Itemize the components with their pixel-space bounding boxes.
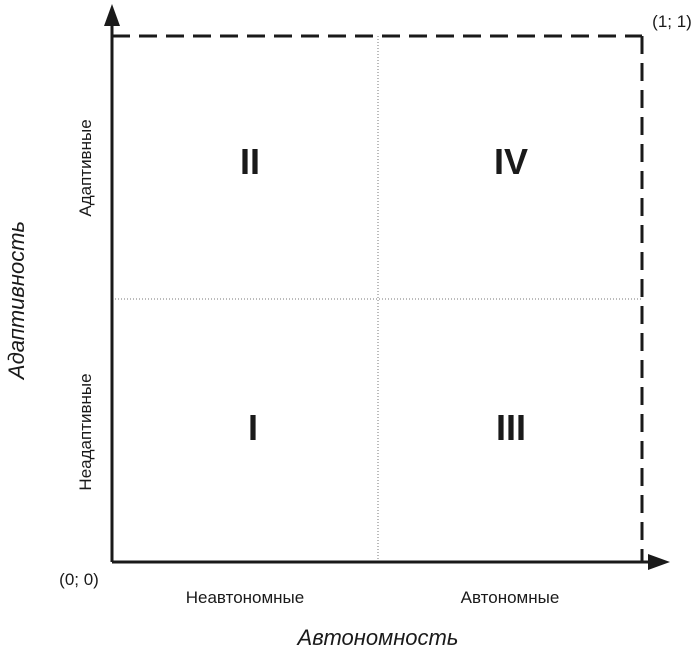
x-axis-title: Автономность <box>296 625 459 650</box>
origin-label: (0; 0) <box>59 570 99 589</box>
quadrant-top-left-label: II <box>240 141 260 182</box>
y-category-adaptive: Адаптивные <box>76 119 95 216</box>
y-axis-arrow <box>104 4 120 26</box>
quadrant-bottom-left-label: I <box>248 407 258 448</box>
x-category-autonomous: Автономные <box>461 588 560 607</box>
corner-label: (1; 1) <box>652 12 692 31</box>
x-axis-arrow <box>648 554 670 570</box>
y-category-non-adaptive: Неадаптивные <box>76 373 95 490</box>
quadrant-bottom-right-label: III <box>496 407 526 448</box>
x-category-non-autonomous: Неавтономные <box>186 588 305 607</box>
quadrant-top-right-label: IV <box>494 141 528 182</box>
y-axis-title: Адаптивность <box>4 221 29 381</box>
